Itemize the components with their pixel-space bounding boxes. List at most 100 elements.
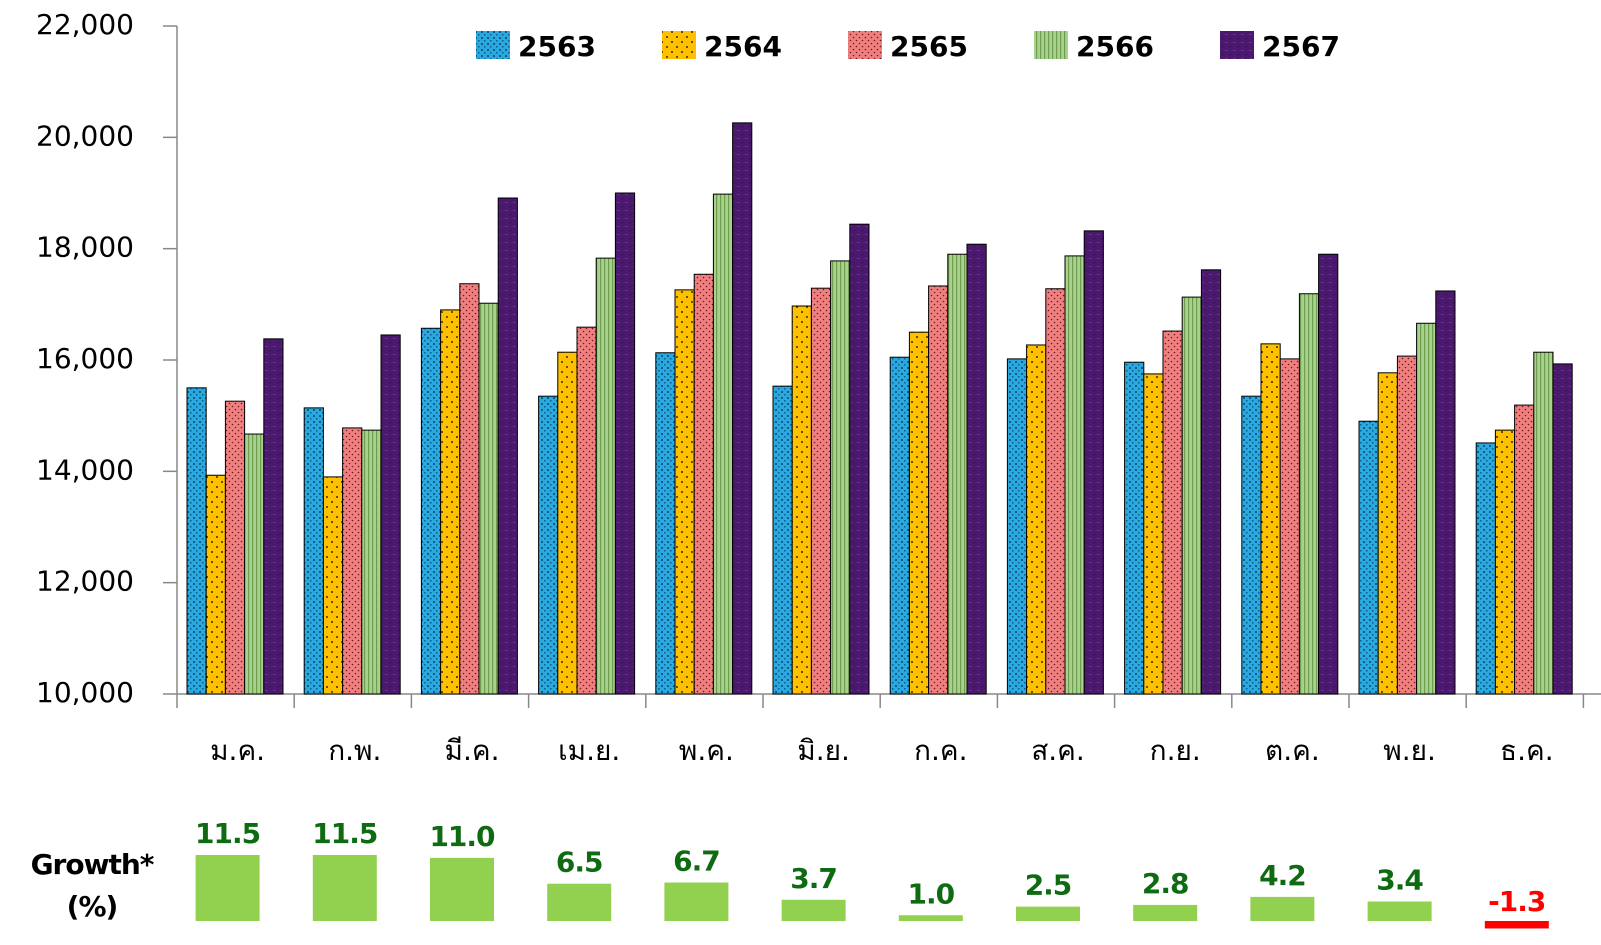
- bar: [849, 223, 870, 695]
- bar: [1279, 358, 1300, 695]
- bar: [1416, 322, 1437, 695]
- bar: [1162, 330, 1183, 695]
- bar: [693, 273, 714, 695]
- bar: [595, 257, 616, 695]
- bar: [186, 387, 207, 695]
- legend-label: 2564: [704, 30, 782, 63]
- bar: [810, 287, 832, 695]
- bar: [674, 289, 695, 695]
- legend-swatch: [476, 31, 510, 59]
- legend-swatch: [662, 31, 696, 59]
- x-tick-label: พ.ย.: [1383, 734, 1436, 767]
- bar: [614, 192, 636, 695]
- bar: [244, 433, 265, 695]
- bar: [1200, 269, 1222, 695]
- bar: [1552, 363, 1573, 695]
- growth-bar: [547, 883, 612, 921]
- bar: [947, 253, 968, 695]
- bar: [1124, 361, 1145, 695]
- x-tick-label: พ.ค.: [679, 734, 734, 767]
- y-tick-label: 18,000: [36, 231, 134, 264]
- growth-label: Growth*: [31, 848, 155, 881]
- bar: [557, 351, 578, 695]
- growth-bar: [312, 854, 377, 921]
- growth-bar: [781, 899, 846, 921]
- growth-value-label: 2.8: [1142, 867, 1189, 900]
- growth-bar: [430, 857, 494, 921]
- x-tick-label: ธ.ค.: [1500, 734, 1554, 767]
- bar: [205, 474, 226, 695]
- legend-swatch: [1220, 31, 1254, 59]
- growth-value-label: 3.4: [1376, 863, 1423, 896]
- bar: [263, 338, 284, 695]
- bar: [1045, 288, 1066, 695]
- growth-value-label: -1.3: [1488, 885, 1545, 918]
- bar: [1533, 351, 1554, 695]
- bar: [1358, 420, 1379, 695]
- legend-label: 2567: [1262, 30, 1340, 63]
- growth-value-label: 2.5: [1025, 869, 1072, 902]
- legend-label: 2566: [1076, 30, 1154, 63]
- bar: [830, 260, 851, 695]
- bar: [1064, 255, 1085, 695]
- x-tick-label: ก.ค.: [914, 734, 967, 767]
- y-tick-label: 14,000: [36, 453, 134, 486]
- y-tick-label: 20,000: [36, 119, 134, 152]
- bar: [538, 395, 559, 695]
- bar: [1026, 344, 1047, 695]
- bar: [224, 400, 246, 695]
- bar: [889, 356, 910, 695]
- growth-value-label: 3.7: [790, 862, 837, 895]
- bar: [655, 352, 676, 695]
- x-tick-label: เม.ย.: [558, 734, 620, 767]
- bar: [576, 326, 597, 695]
- bar: [966, 243, 987, 695]
- bar: [928, 285, 949, 695]
- bar: [303, 407, 324, 695]
- legend-swatch: [848, 31, 882, 59]
- growth-bar: [898, 915, 963, 921]
- bar: [1260, 343, 1281, 695]
- x-tick-label: ก.ย.: [1150, 734, 1201, 767]
- growth-value-label: 11.5: [312, 817, 377, 850]
- bar: [380, 334, 401, 695]
- x-tick-label: ก.พ.: [328, 734, 381, 767]
- growth-bar: [1016, 906, 1080, 921]
- bar: [1396, 355, 1418, 695]
- y-tick-label: 12,000: [36, 565, 134, 598]
- bar: [772, 385, 793, 695]
- x-tick-label: ส.ค.: [1031, 734, 1085, 767]
- bar: [342, 427, 363, 695]
- bar: [1006, 358, 1028, 695]
- growth-bar: [1484, 921, 1549, 929]
- growth-unit: (%): [67, 890, 118, 923]
- growth-value-label: 6.7: [673, 845, 720, 878]
- growth-bar: [1250, 896, 1315, 921]
- bar: [908, 331, 930, 695]
- y-tick-label: 16,000: [36, 342, 134, 375]
- y-tick-label: 10,000: [36, 676, 134, 709]
- x-tick-label: ต.ค.: [1265, 734, 1320, 767]
- growth-bar: [1133, 904, 1198, 921]
- growth-value-label: 11.5: [195, 817, 260, 850]
- legend-label: 2563: [518, 30, 596, 63]
- bar: [361, 429, 382, 695]
- bar: [420, 327, 442, 695]
- growth-bar: [195, 854, 260, 921]
- bar: [1318, 253, 1339, 695]
- growth-value-label: 1.0: [907, 877, 954, 910]
- growth-bar: [664, 882, 729, 921]
- bar: [1494, 429, 1516, 695]
- growth-value-label: 6.5: [556, 846, 603, 879]
- bar: [1377, 372, 1398, 695]
- bar: [1298, 293, 1320, 695]
- x-tick-label: มิ.ย.: [797, 734, 850, 767]
- bar: [1241, 395, 1262, 695]
- bar: [1435, 290, 1456, 695]
- bar: [497, 197, 518, 695]
- bar: [322, 476, 344, 695]
- bar: [1475, 442, 1496, 695]
- bar: [1514, 404, 1535, 695]
- growth-value-label: 4.2: [1259, 859, 1306, 892]
